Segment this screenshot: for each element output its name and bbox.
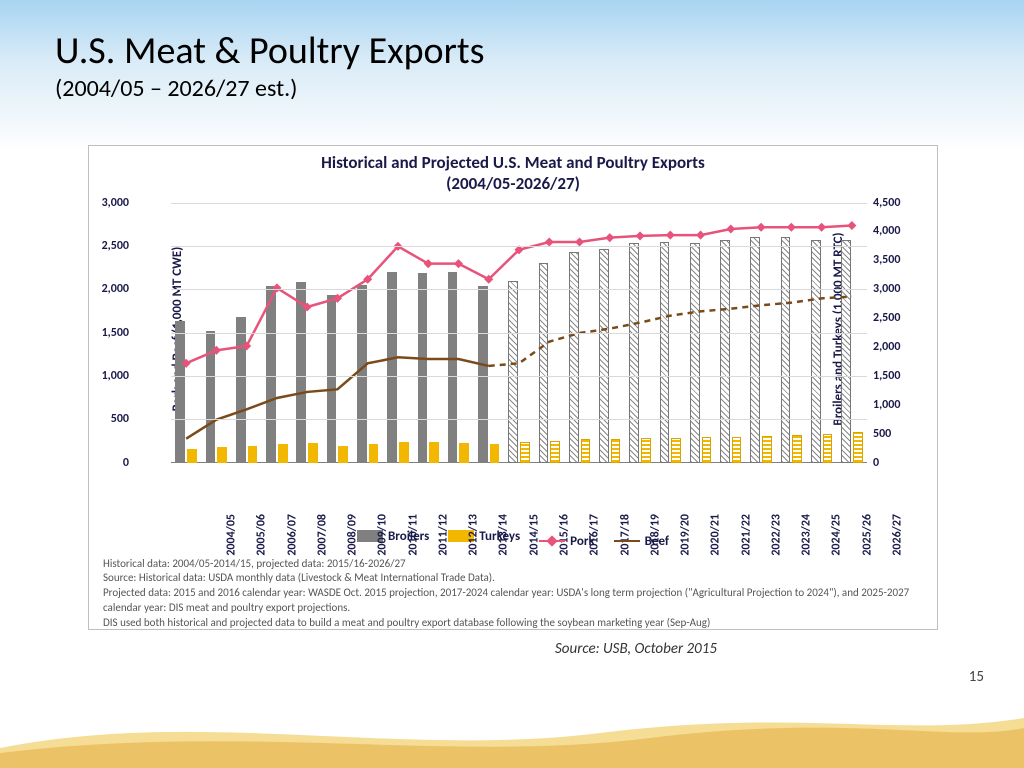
bottom-wave-decoration bbox=[0, 698, 1024, 768]
ytick-left: 2,000 bbox=[89, 282, 129, 296]
x-tick-label: 2026/27 bbox=[891, 514, 905, 556]
ytick-right: 1,000 bbox=[873, 398, 913, 412]
x-tick-label: 2024/25 bbox=[830, 514, 844, 556]
gridline bbox=[171, 376, 867, 377]
ytick-right: 2,000 bbox=[873, 340, 913, 354]
ytick-right: 2,500 bbox=[873, 311, 913, 325]
plot-area: Pork and Beef (1,000 MT CWE) Broilers an… bbox=[89, 195, 937, 463]
gridline bbox=[171, 289, 867, 290]
gridline bbox=[171, 203, 867, 204]
chart-notes: Historical data: 2004/05-2014/15, projec… bbox=[103, 557, 923, 631]
ytick-left: 3,000 bbox=[89, 196, 129, 210]
x-tick-label: 2013/14 bbox=[497, 514, 511, 556]
plot-inner: 05001,0001,5002,0002,5003,00005001,0001,… bbox=[171, 203, 867, 463]
gridline bbox=[171, 333, 867, 334]
x-tick-label: 2016/17 bbox=[588, 514, 602, 556]
ytick-right: 3,000 bbox=[873, 282, 913, 296]
ytick-left: 500 bbox=[89, 412, 129, 426]
ytick-left: 1,000 bbox=[89, 369, 129, 383]
x-tick-label: 2005/06 bbox=[255, 514, 269, 556]
source-caption: Source: USB, October 2015 bbox=[555, 640, 717, 658]
x-tick-label: 2023/24 bbox=[800, 514, 814, 556]
x-tick-label: 2008/09 bbox=[346, 514, 360, 556]
title-block: U.S. Meat & Poultry Exports (2004/05 – 2… bbox=[55, 28, 484, 103]
line-icon bbox=[614, 540, 640, 542]
page-subtitle: (2004/05 – 2026/27 est.) bbox=[55, 74, 484, 103]
x-tick-label: 2011/12 bbox=[437, 514, 451, 556]
page-title: U.S. Meat & Poultry Exports bbox=[55, 28, 484, 74]
chart-title-line1: Historical and Projected U.S. Meat and P… bbox=[321, 152, 705, 173]
line-icon bbox=[539, 540, 565, 542]
ytick-left: 0 bbox=[89, 456, 129, 470]
ytick-right: 3,500 bbox=[873, 253, 913, 267]
x-tick-label: 2025/26 bbox=[860, 514, 874, 556]
x-tick-label: 2006/07 bbox=[285, 514, 299, 556]
x-tick-label: 2018/19 bbox=[648, 514, 662, 556]
chart-container: Historical and Projected U.S. Meat and P… bbox=[88, 145, 938, 630]
gridline bbox=[171, 419, 867, 420]
chart-title: Historical and Projected U.S. Meat and P… bbox=[89, 152, 937, 195]
x-tick-label: 2019/20 bbox=[679, 514, 693, 556]
ytick-right: 4,500 bbox=[873, 196, 913, 210]
x-tick-label: 2014/15 bbox=[527, 514, 541, 556]
x-tick-label: 2015/16 bbox=[558, 514, 572, 556]
ytick-right: 500 bbox=[873, 427, 913, 441]
x-tick-label: 2004/05 bbox=[225, 514, 239, 556]
gridline bbox=[171, 246, 867, 247]
x-tick-label: 2020/21 bbox=[709, 514, 723, 556]
x-tick-label: 2009/10 bbox=[376, 514, 390, 556]
x-tick-label: 2017/18 bbox=[618, 514, 632, 556]
ytick-left: 1,500 bbox=[89, 326, 129, 340]
x-axis-labels: 2004/052005/062006/072007/082008/092009/… bbox=[171, 463, 867, 525]
ytick-left: 2,500 bbox=[89, 239, 129, 253]
x-tick-label: 2010/11 bbox=[406, 514, 420, 556]
x-tick-label: 2007/08 bbox=[316, 514, 330, 556]
ytick-right: 0 bbox=[873, 456, 913, 470]
chart-title-line2: (2004/05-2026/27) bbox=[446, 173, 580, 194]
x-tick-label: 2012/13 bbox=[467, 514, 481, 556]
page-number: 15 bbox=[969, 668, 984, 686]
x-tick-label: 2022/23 bbox=[769, 514, 783, 556]
ytick-right: 4,000 bbox=[873, 224, 913, 238]
x-tick-label: 2021/22 bbox=[739, 514, 753, 556]
ytick-right: 1,500 bbox=[873, 369, 913, 383]
